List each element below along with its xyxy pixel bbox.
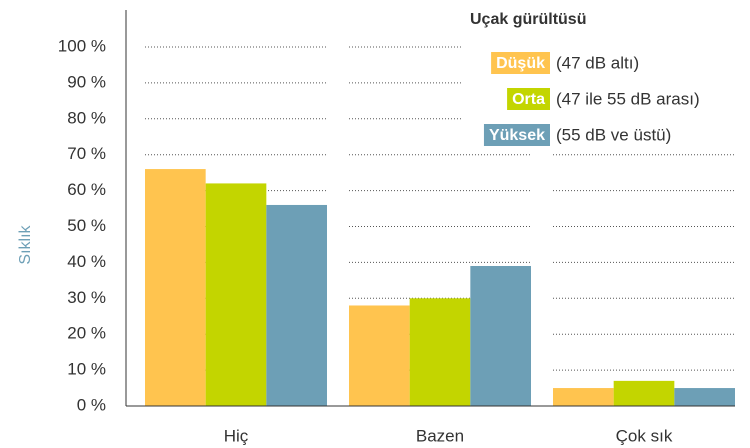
y-tick-label: 40 % xyxy=(67,252,106,271)
legend-note: (55 dB ve üstü) xyxy=(556,125,671,144)
y-axis-label: Sıklık xyxy=(17,224,34,264)
x-tick-label: Çok sık xyxy=(616,426,673,445)
y-tick-label: 50 % xyxy=(67,216,106,235)
y-tick-label: 60 % xyxy=(67,180,106,199)
bar xyxy=(674,388,735,406)
legend-swatch xyxy=(507,88,550,110)
legend-label: Düşük xyxy=(496,55,545,72)
y-tick-label: 20 % xyxy=(67,324,106,343)
y-tick-label: 100 % xyxy=(58,36,106,55)
bar xyxy=(553,388,614,406)
y-tick-label: 80 % xyxy=(67,108,106,127)
legend-note: (47 ile 55 dB arası) xyxy=(556,89,700,108)
bar xyxy=(349,305,410,406)
x-tick-label: Bazen xyxy=(416,426,464,445)
legend-title: Uçak gürültüsü xyxy=(470,11,586,28)
bar xyxy=(205,183,267,406)
legend-item: Orta (47 ile 55 dB arası) xyxy=(507,88,700,110)
bar xyxy=(409,298,471,406)
y-tick-label: 90 % xyxy=(67,72,106,91)
legend-label: Orta xyxy=(512,91,545,108)
bar xyxy=(470,265,531,406)
y-tick-label: 30 % xyxy=(67,288,106,307)
legend-item: Düşük (47 dB altı) xyxy=(491,52,639,74)
y-tick-label: 0 % xyxy=(77,395,106,414)
x-tick-label: Hiç xyxy=(224,426,249,445)
y-tick-label: 10 % xyxy=(67,360,106,379)
bar xyxy=(613,380,675,406)
bar xyxy=(266,204,327,406)
legend-swatch xyxy=(491,52,550,74)
legend-label: Yüksek xyxy=(489,127,545,144)
legend-swatch xyxy=(483,124,550,146)
legend-item: Yüksek (55 dB ve üstü) xyxy=(483,124,671,146)
y-tick-label: 70 % xyxy=(67,144,106,163)
legend-note: (47 dB altı) xyxy=(556,53,639,72)
bar xyxy=(145,169,206,406)
